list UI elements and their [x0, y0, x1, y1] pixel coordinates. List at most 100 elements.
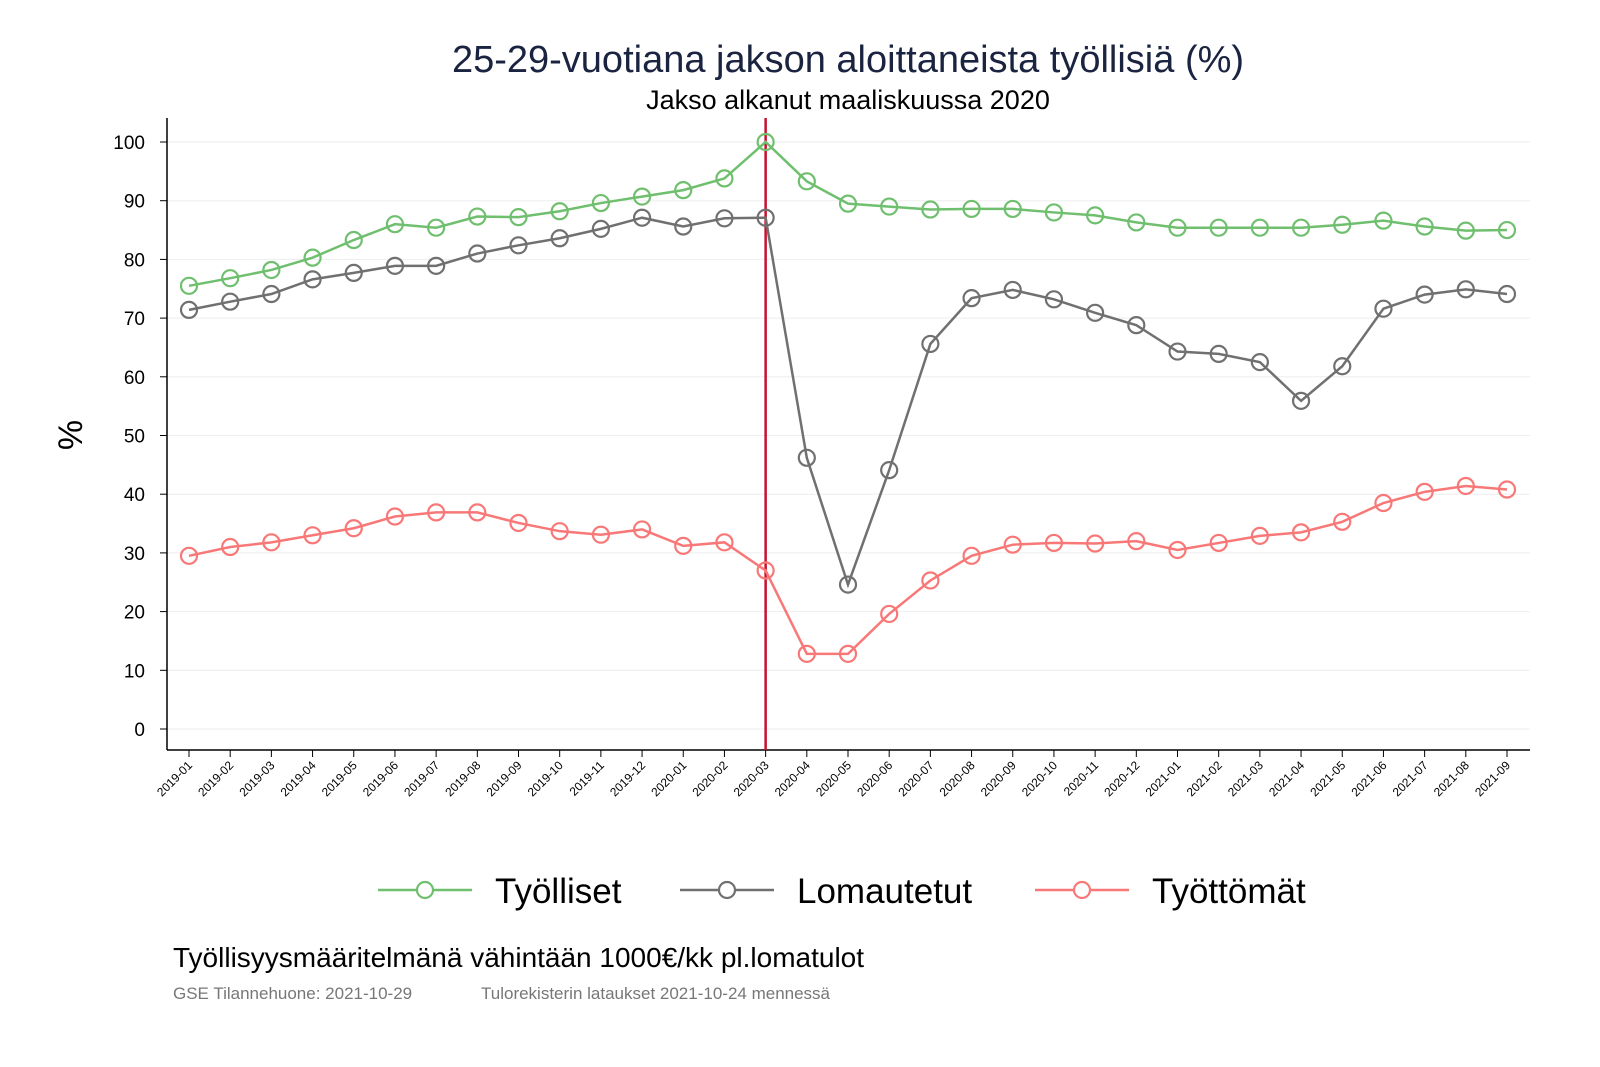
data-point — [962, 199, 981, 219]
data-point — [509, 513, 528, 533]
data-point — [1456, 280, 1475, 299]
data-point — [1044, 533, 1064, 553]
data-point — [221, 292, 240, 311]
x-tick-label: 2019-03 — [236, 758, 277, 799]
data-point — [1250, 218, 1269, 237]
data-point — [1415, 217, 1434, 236]
x-tick-label: 2021-02 — [1184, 758, 1225, 799]
data-point — [880, 197, 899, 216]
data-point — [1044, 203, 1064, 222]
data-point — [1456, 476, 1475, 496]
data-point — [1003, 280, 1022, 300]
x-tick-label: 2019-06 — [360, 758, 401, 799]
data-point — [1333, 357, 1352, 376]
y-tick-label: 70 — [124, 309, 145, 330]
data-point — [303, 270, 322, 289]
legend-marker — [415, 880, 435, 900]
data-point — [632, 520, 652, 539]
data-point — [509, 208, 528, 227]
x-tick-label: 2021-01 — [1143, 758, 1184, 799]
x-tick-label: 2020-12 — [1101, 758, 1142, 799]
x-tick-label: 2021-03 — [1225, 758, 1266, 799]
series-line — [188, 216, 1508, 589]
x-tick-label: 2020-04 — [772, 758, 813, 799]
x-tick-label: 2021-09 — [1472, 758, 1513, 799]
data-point — [1044, 290, 1064, 309]
data-point — [674, 536, 693, 555]
data-point — [1497, 220, 1517, 240]
x-tick-label: 2020-10 — [1019, 758, 1060, 799]
y-tick-label: 0 — [134, 720, 145, 741]
data-point — [1003, 535, 1022, 554]
data-point — [591, 525, 610, 544]
data-point — [797, 644, 816, 663]
x-tick-label: 2019-01 — [154, 758, 195, 799]
series-Lomautetut — [179, 208, 1517, 594]
data-point — [303, 526, 322, 545]
data-point — [1250, 353, 1269, 372]
data-point — [1415, 482, 1434, 501]
legend-item: Työttömät — [1035, 872, 1306, 911]
legend-marker — [1072, 880, 1092, 900]
x-tick-label: 2020-02 — [690, 758, 731, 799]
data-point — [221, 537, 240, 557]
data-point — [344, 519, 363, 538]
x-tick-label: 2019-02 — [195, 758, 236, 799]
y-tick-label: 30 — [124, 544, 145, 565]
data-point — [1291, 523, 1311, 542]
data-point — [1209, 218, 1228, 237]
data-point — [1168, 540, 1187, 560]
data-point — [427, 256, 446, 275]
x-tick-label: 2019-05 — [319, 758, 360, 799]
data-point — [962, 289, 981, 308]
data-point — [221, 269, 240, 288]
y-tick-label: 100 — [113, 133, 145, 154]
x-tick-label: 2019-07 — [401, 758, 442, 799]
data-point — [674, 181, 693, 200]
data-point — [1415, 285, 1434, 304]
series-Työlliset — [179, 132, 1517, 295]
data-point — [715, 533, 734, 552]
data-point — [756, 208, 775, 227]
x-tick-label: 2019-08 — [442, 758, 483, 799]
data-point — [179, 276, 199, 295]
series-line — [188, 484, 1508, 656]
legend-item: Työlliset — [378, 872, 622, 911]
x-tick-label: 2020-11 — [1061, 758, 1102, 799]
data-point — [591, 193, 610, 213]
data-point — [1127, 316, 1146, 335]
series-Työttömät — [179, 476, 1517, 663]
data-point — [1333, 512, 1352, 531]
legend-marker — [717, 880, 737, 900]
data-point — [838, 644, 858, 663]
data-point — [1497, 284, 1517, 304]
data-point — [385, 215, 405, 234]
data-point — [303, 248, 322, 267]
data-point — [1086, 534, 1105, 553]
data-point — [550, 229, 569, 248]
x-tick-label: 2020-06 — [854, 758, 895, 799]
data-point — [921, 334, 940, 354]
data-point — [468, 244, 487, 263]
data-point — [921, 571, 940, 590]
data-point — [550, 202, 569, 221]
data-point — [838, 575, 858, 594]
data-point — [797, 448, 816, 467]
y-tick-label: 60 — [124, 368, 145, 389]
legend-label: Työttömät — [1152, 872, 1306, 911]
data-point — [1291, 218, 1311, 237]
data-point — [179, 546, 199, 565]
data-point — [715, 209, 734, 228]
data-point — [1291, 391, 1311, 410]
data-point — [756, 561, 775, 580]
footer-source: GSE Tilannehuone: 2021-10-29 — [173, 984, 412, 1003]
data-point — [468, 207, 487, 226]
data-point — [468, 503, 487, 522]
chart-subtitle: Jakso alkanut maaliskuussa 2020 — [646, 85, 1050, 115]
legend-label: Lomautetut — [797, 872, 972, 911]
data-point — [1168, 342, 1187, 361]
x-tick-label: 2020-07 — [895, 758, 936, 799]
data-point — [715, 169, 734, 188]
data-point — [509, 236, 528, 255]
